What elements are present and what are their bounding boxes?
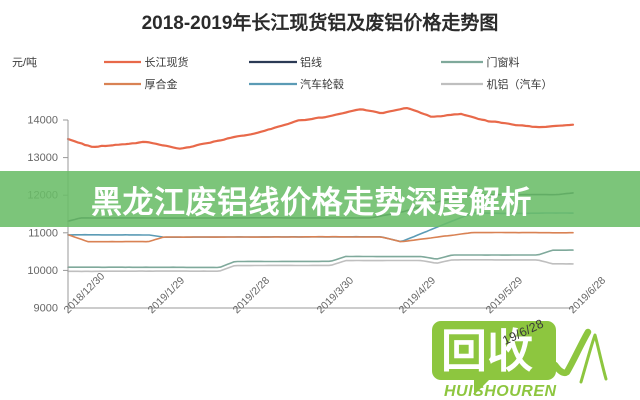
svg-text:HUISHOUREN: HUISHOUREN (444, 383, 557, 400)
